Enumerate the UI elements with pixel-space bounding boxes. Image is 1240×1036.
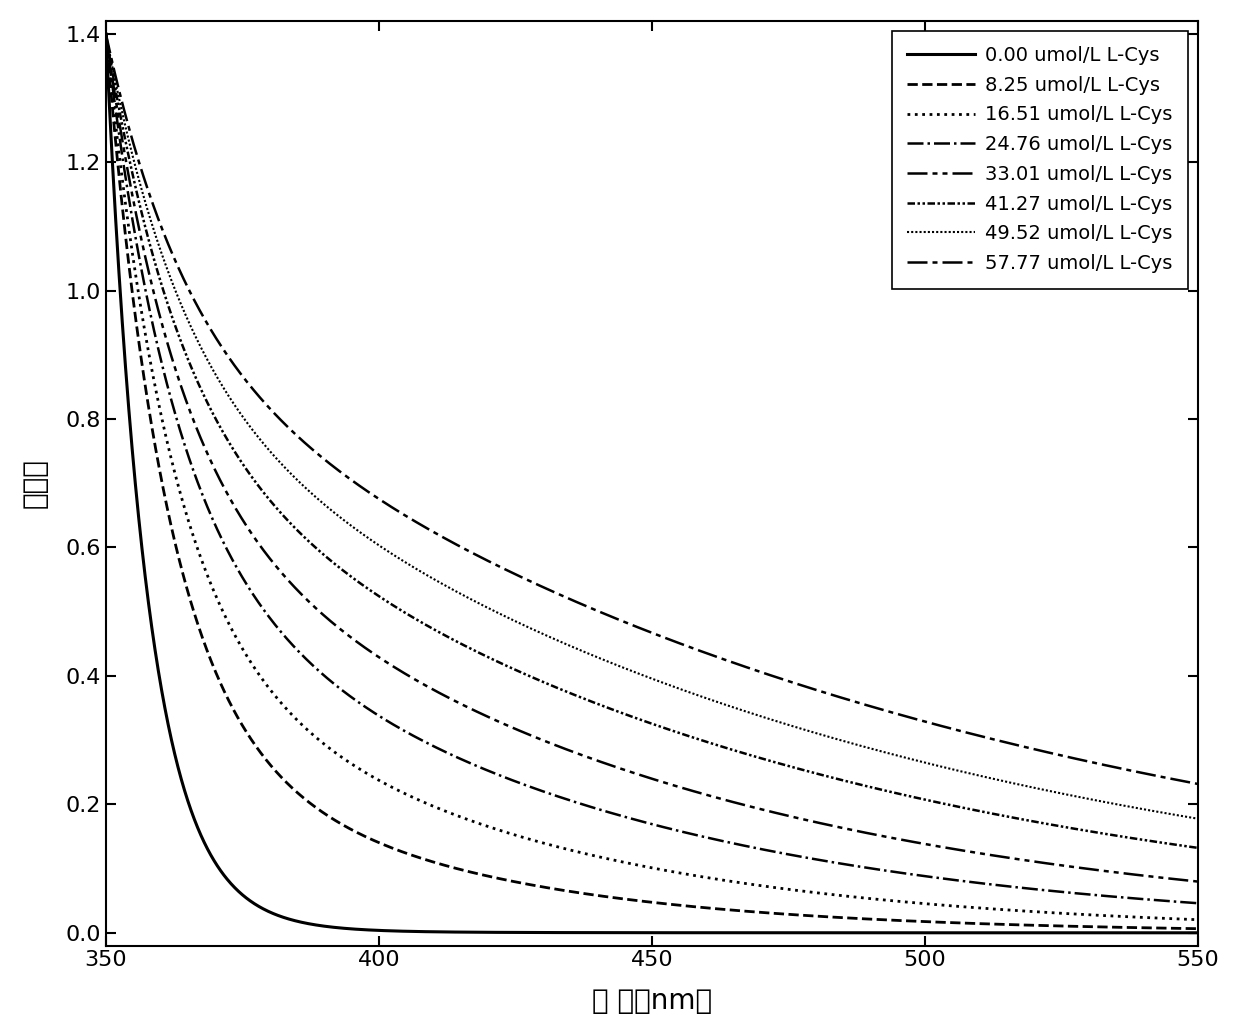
57.77 umol/L L-Cys [98,28,113,40]
33.01 umol/L L-Cys [1190,875,1205,888]
8.25 umol/L L-Cys [600,891,615,903]
24.76 umol/L L-Cys [959,875,973,888]
Line: 49.52 umol/L L-Cys: 49.52 umol/L L-Cys [105,34,1198,818]
0.00 umol/L L-Cys [959,926,973,939]
57.77 umol/L L-Cys [630,621,645,633]
0.00 umol/L L-Cys [98,28,113,40]
Legend: 0.00 umol/L L-Cys, 8.25 umol/L L-Cys, 16.51 umol/L L-Cys, 24.76 umol/L L-Cys, 33: 0.00 umol/L L-Cys, 8.25 umol/L L-Cys, 16… [892,30,1188,289]
33.01 umol/L L-Cys [98,28,113,40]
X-axis label: 波 长（nm）: 波 长（nm） [591,987,712,1015]
49.52 umol/L L-Cys [154,248,169,260]
Line: 0.00 umol/L L-Cys: 0.00 umol/L L-Cys [105,34,1198,932]
16.51 umol/L L-Cys [600,853,615,865]
8.25 umol/L L-Cys [959,917,973,929]
49.52 umol/L L-Cys [98,28,113,40]
41.27 umol/L L-Cys [959,802,973,814]
33.01 umol/L L-Cys [959,844,973,857]
8.25 umol/L L-Cys [630,894,645,906]
0.00 umol/L L-Cys [154,684,169,696]
Line: 24.76 umol/L L-Cys: 24.76 umol/L L-Cys [105,34,1198,903]
Line: 57.77 umol/L L-Cys: 57.77 umol/L L-Cys [105,34,1198,784]
24.76 umol/L L-Cys [630,814,645,827]
0.00 umol/L L-Cys [1158,926,1173,939]
41.27 umol/L L-Cys [1158,837,1173,850]
24.76 umol/L L-Cys [1190,897,1205,910]
41.27 umol/L L-Cys [1158,837,1173,850]
41.27 umol/L L-Cys [154,279,169,291]
33.01 umol/L L-Cys [630,768,645,780]
57.77 umol/L L-Cys [600,609,615,622]
41.27 umol/L L-Cys [600,701,615,714]
24.76 umol/L L-Cys [1158,895,1173,908]
0.00 umol/L L-Cys [630,926,645,939]
Line: 33.01 umol/L L-Cys: 33.01 umol/L L-Cys [105,34,1198,882]
57.77 umol/L L-Cys [1158,772,1173,784]
41.27 umol/L L-Cys [1190,841,1205,854]
24.76 umol/L L-Cys [154,356,169,369]
16.51 umol/L L-Cys [959,900,973,913]
8.25 umol/L L-Cys [154,474,169,487]
57.77 umol/L L-Cys [1158,772,1173,784]
33.01 umol/L L-Cys [600,758,615,771]
57.77 umol/L L-Cys [154,222,169,234]
49.52 umol/L L-Cys [1158,807,1173,819]
8.25 umol/L L-Cys [1158,922,1173,934]
49.52 umol/L L-Cys [600,656,615,668]
Line: 8.25 umol/L L-Cys: 8.25 umol/L L-Cys [105,34,1198,928]
24.76 umol/L L-Cys [600,806,615,818]
16.51 umol/L L-Cys [1158,912,1173,924]
49.52 umol/L L-Cys [1190,812,1205,825]
49.52 umol/L L-Cys [630,667,645,680]
8.25 umol/L L-Cys [1190,922,1205,934]
8.25 umol/L L-Cys [1158,922,1173,934]
33.01 umol/L L-Cys [1158,872,1173,885]
Line: 41.27 umol/L L-Cys: 41.27 umol/L L-Cys [105,34,1198,847]
0.00 umol/L L-Cys [1190,926,1205,939]
41.27 umol/L L-Cys [98,28,113,40]
57.77 umol/L L-Cys [959,726,973,739]
16.51 umol/L L-Cys [1190,914,1205,926]
57.77 umol/L L-Cys [1190,778,1205,790]
16.51 umol/L L-Cys [1158,913,1173,925]
16.51 umol/L L-Cys [154,411,169,424]
0.00 umol/L L-Cys [1158,926,1173,939]
Y-axis label: 吸收值: 吸收值 [21,458,48,509]
24.76 umol/L L-Cys [98,28,113,40]
16.51 umol/L L-Cys [630,859,645,871]
24.76 umol/L L-Cys [1158,895,1173,908]
8.25 umol/L L-Cys [98,28,113,40]
16.51 umol/L L-Cys [98,28,113,40]
33.01 umol/L L-Cys [1158,872,1173,885]
49.52 umol/L L-Cys [959,767,973,779]
41.27 umol/L L-Cys [630,712,645,724]
Line: 16.51 umol/L L-Cys: 16.51 umol/L L-Cys [105,34,1198,920]
33.01 umol/L L-Cys [154,316,169,328]
49.52 umol/L L-Cys [1158,807,1173,819]
0.00 umol/L L-Cys [600,926,615,939]
